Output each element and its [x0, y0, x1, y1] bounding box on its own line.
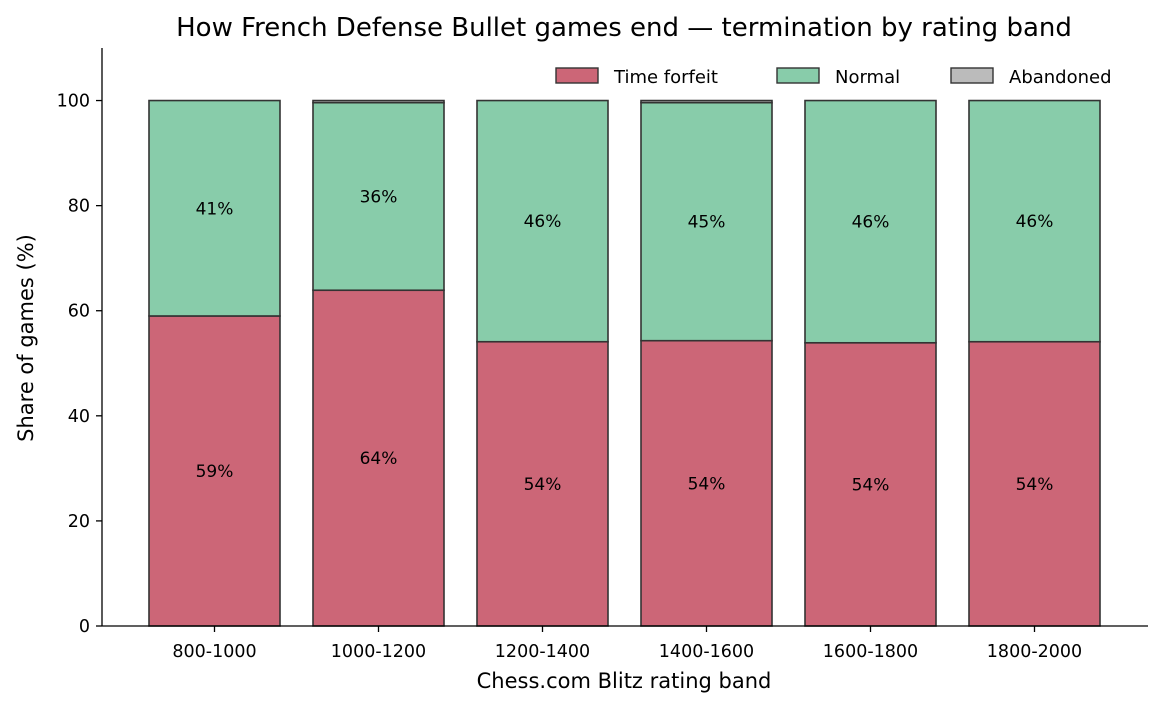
bar-normal-800-1000 [148, 99, 281, 317]
bar-normal-1400-1600 [640, 101, 773, 342]
segment-label: 54% [1016, 475, 1054, 495]
x-axis-label: Chess.com Blitz rating band [477, 669, 772, 693]
segment-label: 54% [852, 475, 890, 495]
segment-label: 54% [524, 475, 562, 495]
y-tick-label: 0 [79, 617, 90, 637]
y-ticks-group: 0 20 40 60 80 100 [57, 92, 102, 637]
bars-group [148, 99, 1101, 627]
x-tick-label: 800-1000 [172, 642, 256, 662]
y-tick-label: 80 [68, 197, 90, 217]
segment-label: 46% [852, 213, 890, 233]
legend-swatch-normal [776, 67, 820, 84]
segment-label: 45% [688, 213, 726, 233]
legend-label-time-forfeit: Time forfeit [613, 67, 718, 88]
y-axis-label: Share of games (%) [14, 234, 38, 442]
chart-title: How French Defense Bullet games end — te… [176, 13, 1072, 43]
legend-label-abandoned: Abandoned [1009, 67, 1112, 88]
bar-normal-1600-1800 [804, 99, 937, 344]
x-tick-label: 1600-1800 [823, 642, 918, 662]
segment-label: 46% [1016, 212, 1054, 232]
legend-swatch-abandoned [950, 67, 994, 84]
legend-swatch-time-forfeit [555, 67, 599, 84]
segment-label: 54% [688, 474, 726, 494]
x-tick-label: 1000-1200 [331, 642, 426, 662]
bar-time-forfeit-1200-1400 [476, 340, 609, 627]
segment-label: 41% [196, 199, 234, 219]
bar-abandoned-1000-1200 [312, 99, 445, 104]
segment-labels-group: 59% 41% 64% 36% 54% 46% 54% 45% 54% 46% 54% 46% [196, 187, 1054, 495]
bar-normal-1200-1400 [476, 99, 609, 343]
x-ticks-group: 800-1000 1000-1200 1200-1400 1400-1600 1600-… [172, 626, 1082, 662]
segment-label: 64% [360, 449, 398, 469]
bar-abandoned-1400-1600 [640, 99, 773, 104]
legend-label-normal: Normal [835, 67, 900, 88]
y-tick-label: 40 [68, 407, 90, 427]
axes-group [101, 48, 1148, 627]
legend: Time forfeit Normal Abandoned [555, 67, 1112, 88]
x-tick-label: 1400-1600 [659, 642, 754, 662]
bar-normal-1800-2000 [968, 99, 1101, 343]
y-tick-label: 20 [68, 512, 90, 532]
bar-normal-1000-1200 [312, 101, 445, 292]
x-tick-label: 1200-1400 [495, 642, 590, 662]
segment-label: 46% [524, 212, 562, 232]
x-tick-label: 1800-2000 [987, 642, 1082, 662]
segment-label: 36% [360, 187, 398, 207]
bar-time-forfeit-800-1000 [148, 315, 281, 627]
segment-label: 59% [196, 462, 234, 482]
bar-time-forfeit-1800-2000 [968, 340, 1101, 627]
y-tick-label: 100 [57, 92, 90, 112]
y-tick-label: 60 [68, 302, 90, 322]
